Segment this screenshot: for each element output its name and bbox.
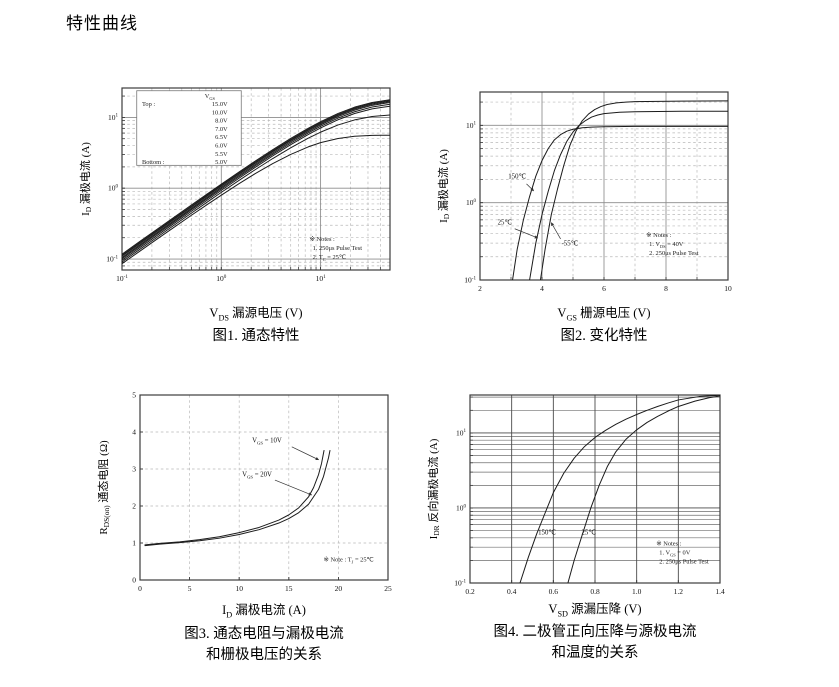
- chart-transfer-characteristics: 2 4 6 8 10 10-1 100 101 ※ Notes : 1. VDS = 40V2. …: [436, 91, 732, 293]
- svg-text:10-1: 10-1: [454, 578, 466, 587]
- svg-text:6.0V: 6.0V: [215, 143, 228, 150]
- figure-3-rdson: 0 5 10 15 20 25 0 1 2 3 4 5 ※ Note : TJ = 25℃ VGS = 1…: [92, 385, 432, 685]
- svg-text:1. 250μs Pulse Test: 1. 250μs Pulse Test: [313, 245, 363, 252]
- svg-text:10-1: 10-1: [116, 274, 128, 283]
- figure-1-on-state: 10-1 100 101 10-1 100 101 VGS Top : 15.0V 10.0V 8.…: [74, 80, 414, 380]
- svg-text:101: 101: [316, 274, 327, 283]
- svg-text:10: 10: [724, 284, 732, 293]
- svg-text:25: 25: [384, 584, 392, 593]
- svg-text:2. 250μs Pulse Test: 2. 250μs Pulse Test: [649, 250, 699, 257]
- svg-text:8: 8: [664, 284, 668, 293]
- svg-text:4: 4: [132, 428, 136, 437]
- svg-text:25℃: 25℃: [582, 530, 597, 537]
- figure-3-caption: 图3. 通态电阻与漏极电流 和栅极电压的关系: [184, 626, 344, 664]
- svg-text:※ Note : TJ = 25℃: ※ Note : TJ = 25℃: [324, 557, 374, 565]
- svg-text:25℃: 25℃: [498, 220, 513, 227]
- svg-text:6.5V: 6.5V: [215, 134, 228, 141]
- x-axis-label-id: ID 漏极电流 (A): [222, 603, 306, 620]
- svg-text:※ Notes :: ※ Notes :: [646, 232, 671, 239]
- svg-text:8.0V: 8.0V: [215, 118, 228, 125]
- svg-text:15: 15: [285, 584, 293, 593]
- svg-text:1.4: 1.4: [715, 587, 725, 596]
- svg-text:2. TC = 25℃: 2. TC = 25℃: [313, 254, 346, 262]
- svg-text:RDS(on) 通态电阻 (Ω): RDS(on) 通态电阻 (Ω): [97, 440, 111, 535]
- svg-text:VGS = 10V: VGS = 10V: [252, 437, 282, 445]
- svg-text:※ Notes :: ※ Notes :: [310, 236, 335, 243]
- svg-text:10-1: 10-1: [106, 254, 118, 263]
- svg-text:3: 3: [132, 465, 136, 474]
- svg-text:20: 20: [335, 584, 343, 593]
- svg-text:0: 0: [138, 584, 142, 593]
- svg-text:100: 100: [216, 274, 227, 283]
- figure-2-caption: 图2. 变化特性: [560, 328, 648, 344]
- svg-text:5.5V: 5.5V: [215, 151, 228, 158]
- svg-text:2: 2: [478, 284, 482, 293]
- svg-text:0.4: 0.4: [507, 587, 517, 596]
- svg-text:Top :: Top :: [142, 101, 155, 108]
- figure-4-body-diode: 0.2 0.4 0.6 0.8 1.0 1.2 1.4 10-1 100 101 ※ Notes :…: [422, 385, 762, 685]
- svg-text:2: 2: [132, 502, 136, 511]
- svg-text:ID 漏极电流 (A): ID 漏极电流 (A): [436, 149, 451, 223]
- figure-1-caption: 图1. 通态特性: [212, 328, 300, 344]
- svg-text:150℃: 150℃: [538, 530, 556, 537]
- chart-on-resistance: 0 5 10 15 20 25 0 1 2 3 4 5 ※ Note : TJ = 25℃ VGS = 1…: [97, 391, 392, 594]
- svg-text:IDR 反向漏极电流 (A): IDR 反向漏极电流 (A): [426, 438, 441, 539]
- svg-text:0.8: 0.8: [590, 587, 600, 596]
- svg-text:1.0: 1.0: [632, 587, 642, 596]
- svg-text:100: 100: [466, 198, 477, 207]
- svg-text:100: 100: [456, 503, 467, 512]
- svg-text:1.2: 1.2: [674, 587, 684, 596]
- svg-text:VGS = 20V: VGS = 20V: [242, 471, 272, 479]
- x-axis-label-vsd: VSD 源漏压降 (V): [548, 602, 642, 619]
- svg-text:15.0V: 15.0V: [212, 101, 228, 108]
- page-title: 特性曲线: [66, 14, 138, 33]
- svg-text:7.0V: 7.0V: [215, 126, 228, 133]
- svg-text:4: 4: [540, 284, 544, 293]
- svg-text:0.6: 0.6: [549, 587, 559, 596]
- svg-text:※ Notes :: ※ Notes :: [656, 540, 681, 547]
- svg-text:VGS: VGS: [205, 93, 216, 101]
- svg-text:1: 1: [132, 539, 136, 548]
- svg-text:0.2: 0.2: [465, 587, 475, 596]
- svg-text:6: 6: [602, 284, 606, 293]
- svg-text:1. VDS = 40V: 1. VDS = 40V: [649, 241, 684, 249]
- svg-text:5: 5: [188, 584, 192, 593]
- svg-text:150℃: 150℃: [508, 174, 526, 181]
- figure-4-caption: 图4. 二极管正向压降与源极电流 和温度的关系: [493, 624, 697, 662]
- svg-text:ID 漏极电流 (A): ID 漏极电流 (A): [78, 142, 93, 216]
- svg-text:10-1: 10-1: [464, 275, 476, 284]
- svg-text:101: 101: [108, 113, 119, 122]
- svg-text:5.0V: 5.0V: [215, 159, 228, 166]
- svg-text:10.0V: 10.0V: [212, 109, 228, 116]
- svg-text:Bottom :: Bottom :: [142, 159, 165, 166]
- svg-text:101: 101: [456, 428, 467, 437]
- svg-text:100: 100: [108, 184, 119, 193]
- svg-text:-55℃: -55℃: [562, 240, 579, 247]
- svg-text:10: 10: [235, 584, 243, 593]
- chart-diode-forward-drop: 0.2 0.4 0.6 0.8 1.0 1.2 1.4 10-1 100 101 ※ Notes :…: [426, 394, 725, 596]
- svg-text:1. VGS = 0V: 1. VGS = 0V: [659, 549, 690, 557]
- x-axis-label-vgs: VGS 栅源电压 (V): [557, 306, 651, 323]
- svg-text:5: 5: [132, 391, 136, 400]
- figure-2-transfer: 2 4 6 8 10 10-1 100 101 ※ Notes : 1. VDS = 40V 2. …: [425, 80, 765, 380]
- x-axis-label-vds: VDS 漏源电压 (V): [209, 306, 303, 323]
- svg-text:101: 101: [466, 121, 477, 130]
- svg-text:2. 250μs Pulse Test: 2. 250μs Pulse Test: [659, 558, 709, 565]
- svg-text:0: 0: [132, 576, 136, 585]
